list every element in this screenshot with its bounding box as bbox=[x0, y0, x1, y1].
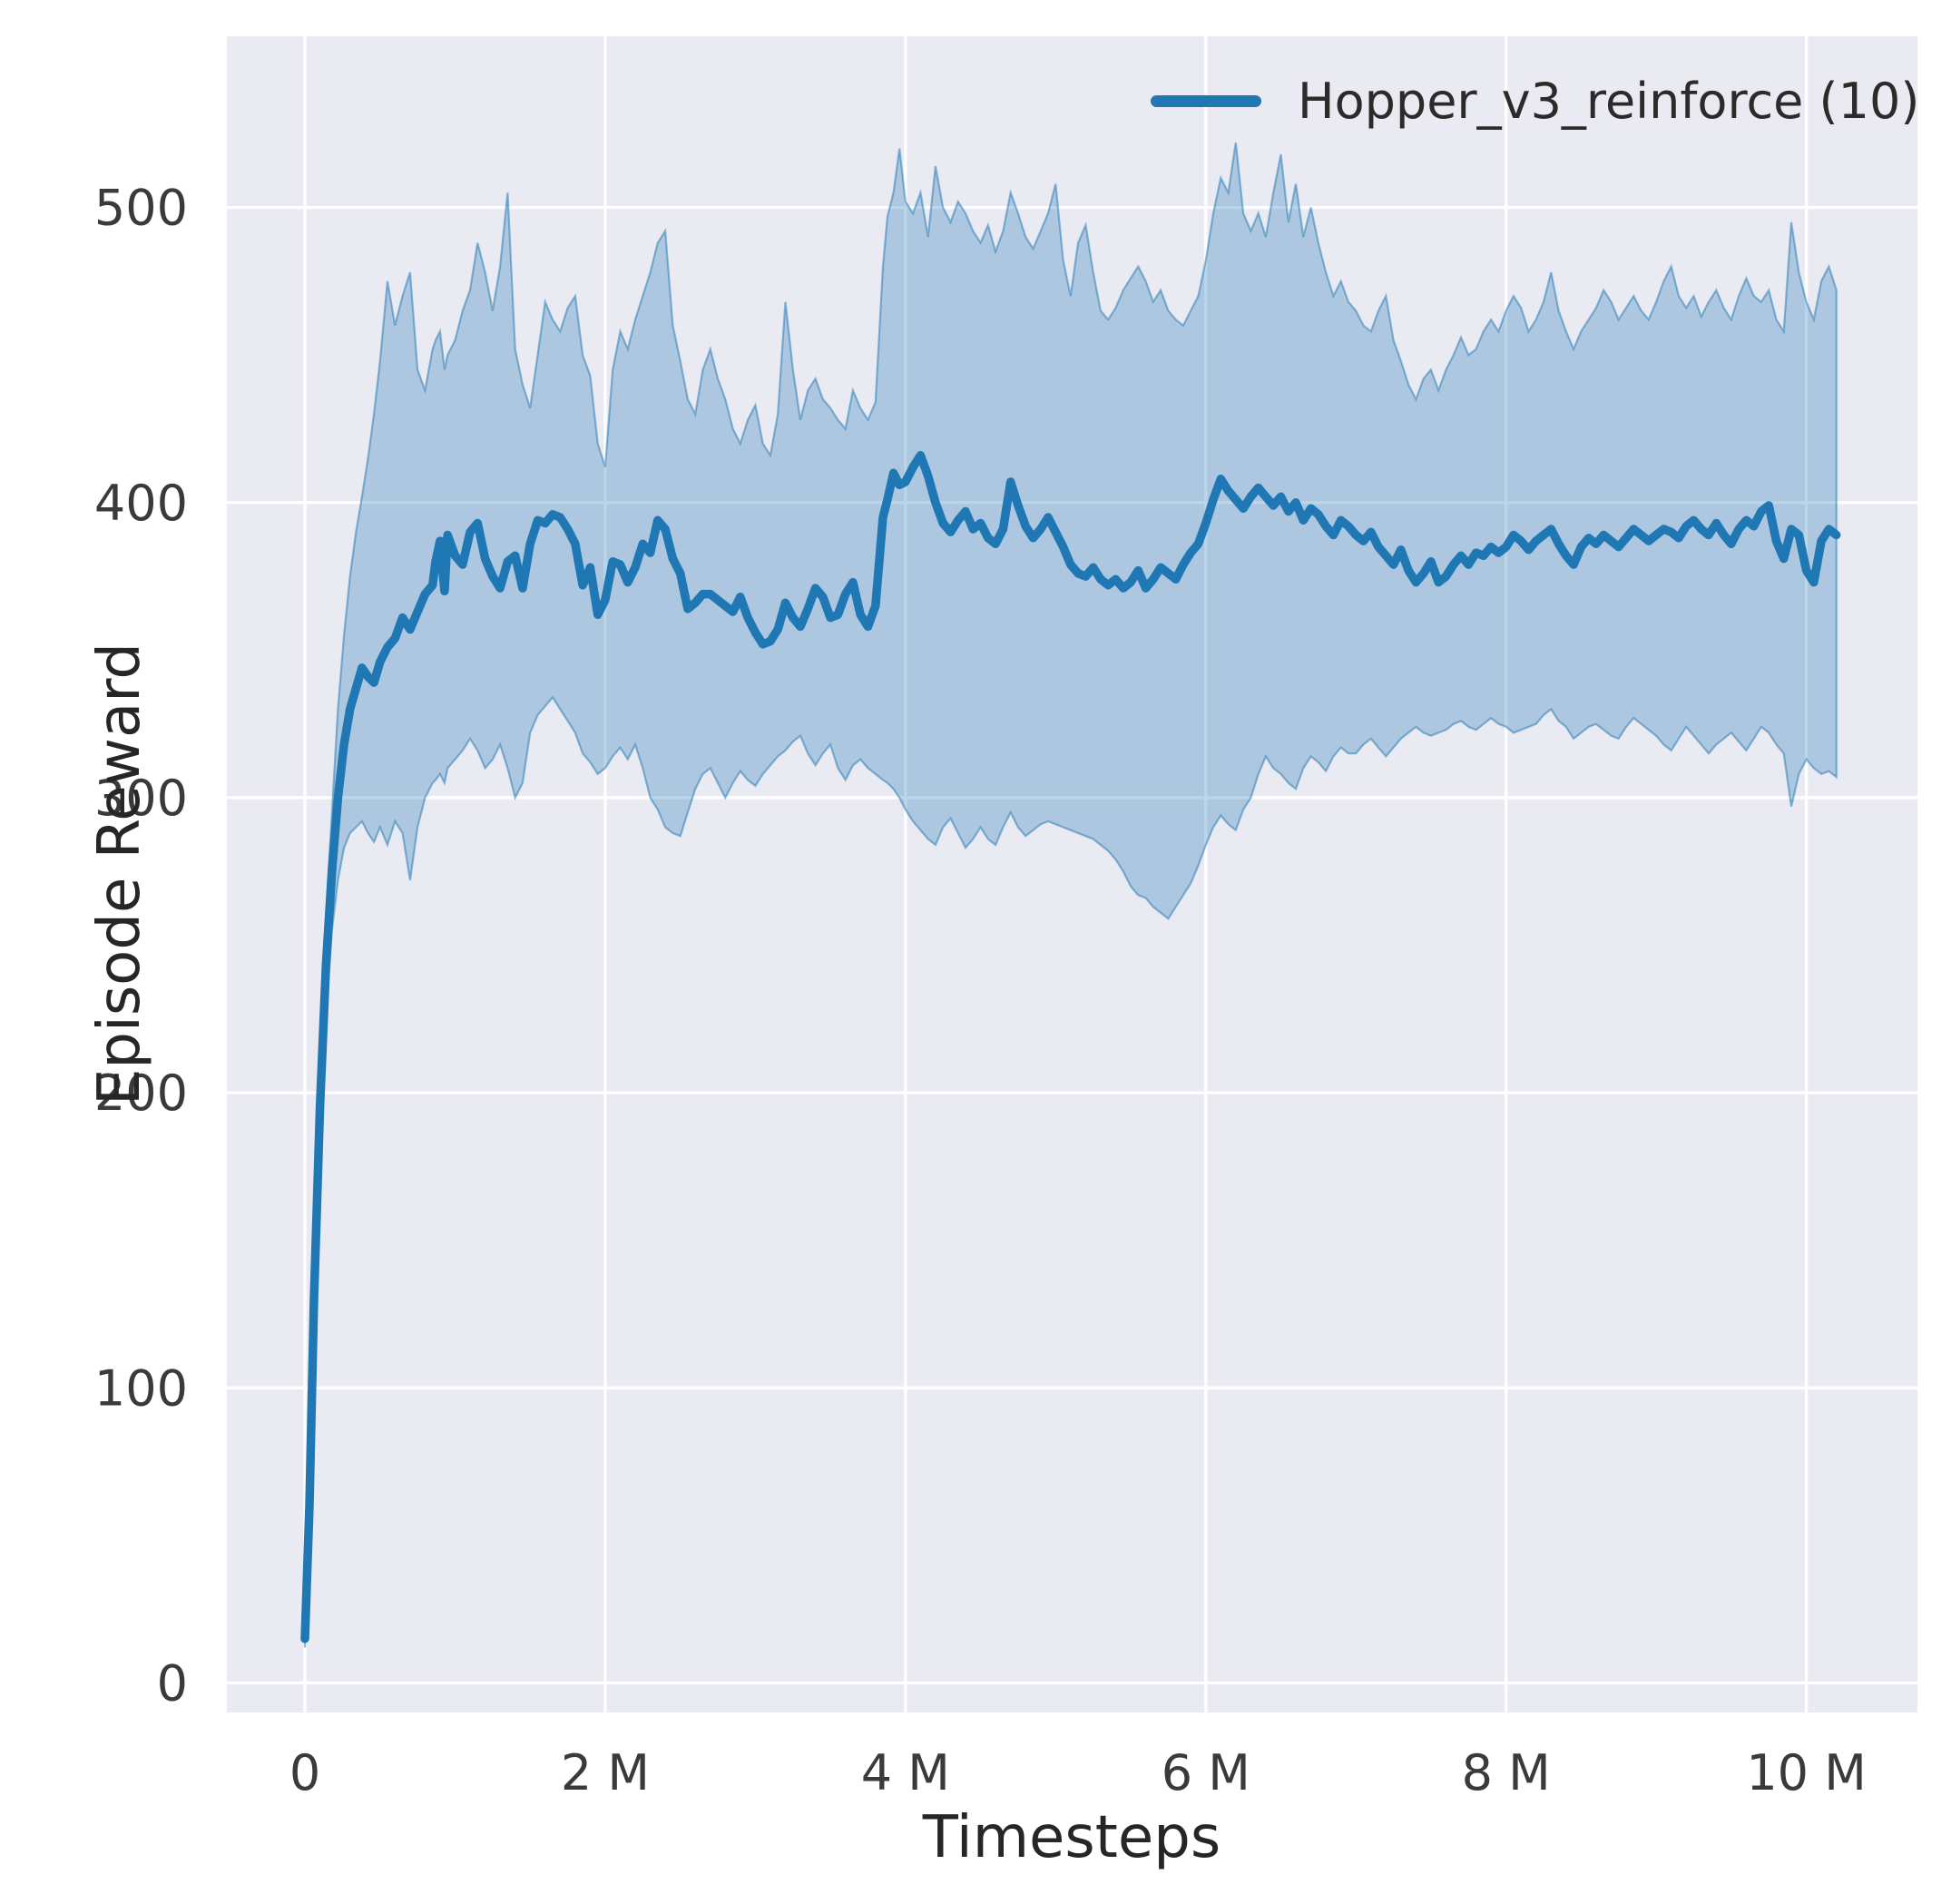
y-tick-label: 300 bbox=[94, 770, 188, 827]
x-tick-label: 10 M bbox=[1746, 1744, 1866, 1801]
x-tick-label: 8 M bbox=[1462, 1744, 1551, 1801]
y-tick-label: 200 bbox=[94, 1065, 188, 1122]
x-axis-label: Timesteps bbox=[922, 1804, 1221, 1871]
x-tick-label: 2 M bbox=[561, 1744, 650, 1801]
x-tick-label: 6 M bbox=[1162, 1744, 1250, 1801]
legend-line-swatch bbox=[1151, 95, 1261, 107]
x-tick-label: 0 bbox=[289, 1744, 320, 1801]
y-tick-label: 0 bbox=[157, 1654, 188, 1712]
plot-background bbox=[227, 36, 1917, 1713]
y-tick-label: 500 bbox=[94, 180, 188, 237]
y-tick-label: 400 bbox=[94, 475, 188, 532]
y-axis-label: Episode Reward bbox=[86, 642, 153, 1106]
legend-label: Hopper_v3_reinforce (10) bbox=[1298, 73, 1920, 130]
confidence-band bbox=[303, 142, 1838, 1648]
x-tick-label: 4 M bbox=[861, 1744, 950, 1801]
y-tick-label: 100 bbox=[94, 1359, 188, 1417]
mean-reward-line bbox=[300, 451, 1841, 1644]
legend: Hopper_v3_reinforce (10) bbox=[1151, 73, 1919, 130]
